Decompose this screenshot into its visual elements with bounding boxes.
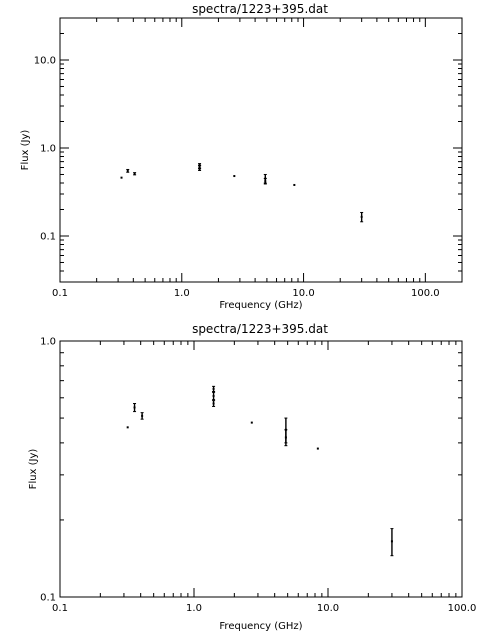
data-point <box>360 211 364 223</box>
data-point <box>263 173 267 184</box>
data-point <box>140 412 144 420</box>
point-marker <box>250 421 253 424</box>
y-tick-label: 1.0 <box>40 143 56 154</box>
data-point <box>212 400 216 407</box>
point-marker <box>198 163 201 166</box>
chart-title-bottom: spectra/1223+395.dat <box>192 322 328 336</box>
point-marker <box>212 387 215 390</box>
data-point <box>120 176 123 179</box>
y-tick-label: 0.1 <box>40 231 56 242</box>
data-point <box>212 391 216 401</box>
point-marker <box>198 165 201 168</box>
point-marker <box>198 168 201 171</box>
point-marker <box>126 426 129 429</box>
x-tick-label: 1.0 <box>174 288 190 299</box>
data-point <box>198 163 202 166</box>
point-marker <box>126 169 129 172</box>
point-marker <box>360 215 363 218</box>
point-marker <box>133 406 136 409</box>
data-point <box>390 528 394 557</box>
y-tick-label: 1.0 <box>40 337 56 348</box>
point-marker <box>316 447 319 450</box>
data-point <box>316 447 319 450</box>
y-axis-label-top: Flux (Jy) <box>20 130 31 171</box>
data-point <box>250 421 253 424</box>
data-point <box>233 175 236 178</box>
chart-title-top: spectra/1223+395.dat <box>192 2 328 16</box>
plot-frame-top <box>59 17 463 283</box>
x-tick-label: 0.1 <box>52 603 68 614</box>
x-tick-label: 10.0 <box>317 603 339 614</box>
point-marker <box>133 172 136 175</box>
data-point <box>293 183 296 186</box>
point-marker <box>284 428 287 431</box>
x-tick-label: 10.0 <box>292 288 314 299</box>
data-points-bottom <box>126 385 394 557</box>
x-tick-label: 0.1 <box>52 288 68 299</box>
x-ticks-bottom: 0.1 1.0 10.0 100.0 <box>52 341 476 614</box>
x-tick-label: 100.0 <box>448 603 477 614</box>
y-tick-label: 10.0 <box>34 55 56 66</box>
point-marker <box>212 402 215 405</box>
point-marker <box>264 177 267 180</box>
flux-chart-top: spectra/1223+395.dat 0.1 1.0 10.0 100.0 0.1… <box>20 2 463 311</box>
point-marker <box>293 183 296 186</box>
data-point <box>126 168 130 173</box>
data-point <box>133 402 137 413</box>
x-axis-label-top: Frequency (GHz) <box>219 300 302 311</box>
y-ticks-bottom: 0.1 1.0 <box>40 337 462 604</box>
data-point <box>212 385 216 392</box>
flux-chart-bottom: spectra/1223+395.dat 0.1 1.0 10.0 100.0 0.1… <box>28 322 476 632</box>
data-point <box>126 426 129 429</box>
x-axis-label-bottom: Frequency (GHz) <box>219 621 302 632</box>
y-ticks-top: 0.1 1.0 10.0 <box>34 17 462 283</box>
x-tick-label: 100.0 <box>411 288 440 299</box>
y-axis-label-bottom: Flux (Jy) <box>28 449 39 490</box>
x-tick-label: 1.0 <box>186 603 202 614</box>
point-marker <box>233 175 236 178</box>
y-tick-label: 0.1 <box>40 593 56 604</box>
plot-frame-bottom <box>59 340 463 598</box>
data-point <box>133 172 137 176</box>
point-marker <box>212 394 215 397</box>
point-marker <box>120 176 123 179</box>
point-marker <box>390 540 393 543</box>
data-points-top <box>120 163 364 223</box>
data-point <box>284 417 288 444</box>
data-point <box>198 167 202 171</box>
point-marker <box>141 414 144 417</box>
data-point <box>198 165 202 169</box>
x-ticks-top: 0.1 1.0 10.0 100.0 <box>52 18 463 299</box>
